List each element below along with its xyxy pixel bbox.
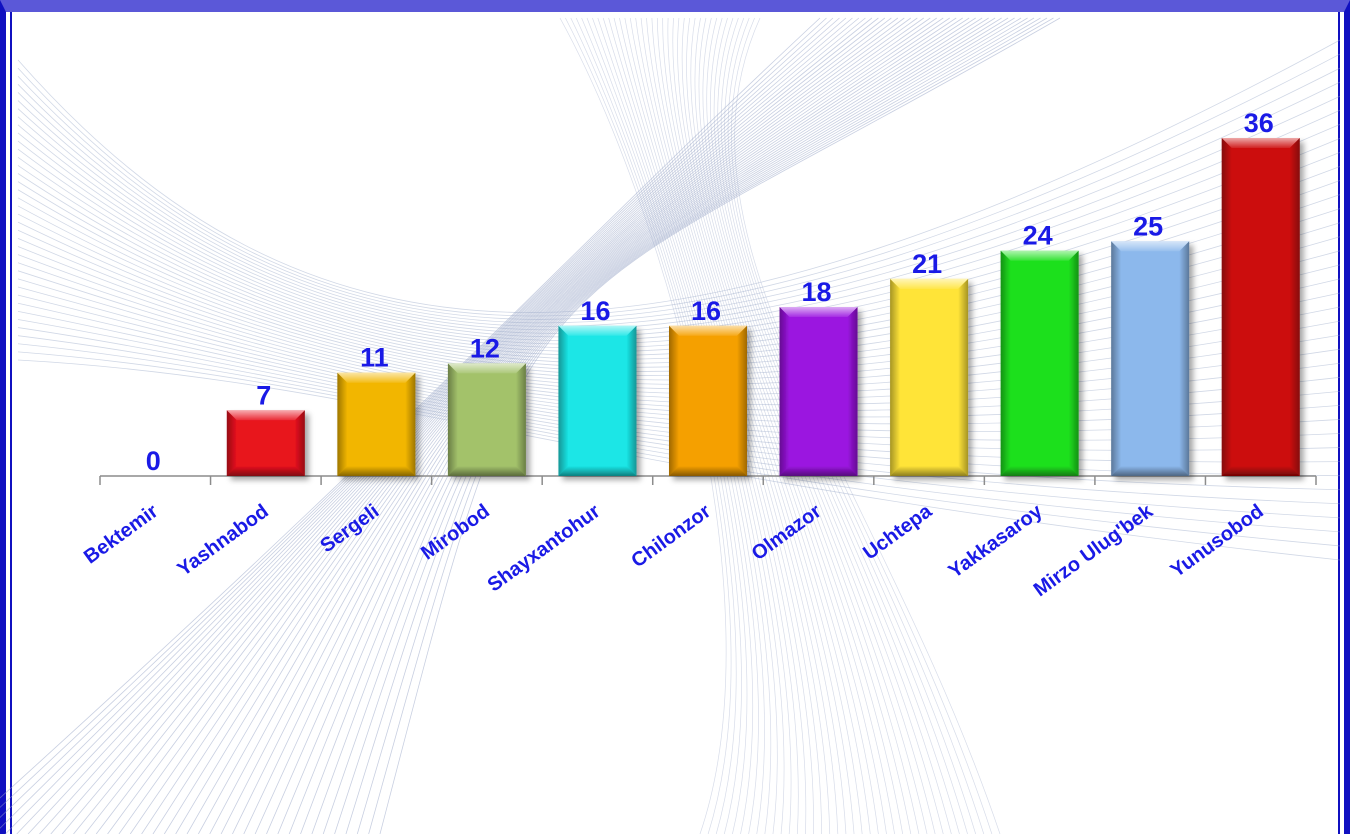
bar-chilonzor <box>669 325 747 476</box>
background-curve <box>39 17 866 834</box>
background-curve <box>698 17 920 834</box>
background-curve <box>0 17 821 799</box>
category-label: Yashnabod <box>174 500 273 581</box>
background-curve <box>73 17 886 834</box>
background-curve <box>706 17 936 834</box>
background-curve <box>667 17 863 834</box>
background-curve <box>175 17 944 834</box>
background-curve <box>0 17 840 829</box>
value-label: 21 <box>912 249 942 279</box>
category-label: Shayxantohur <box>484 500 605 596</box>
background-curve <box>322 17 1028 834</box>
category-label: Yunusobod <box>1167 500 1268 582</box>
background-curve <box>118 17 912 834</box>
background-curve <box>27 17 860 834</box>
background-curve <box>129 17 918 834</box>
bar-sergeli <box>337 372 416 476</box>
background-curve <box>694 17 912 834</box>
background-curve <box>311 17 1022 834</box>
value-labels-group: 0 7 11 12 16 16 18 21 24 25 36 <box>146 108 1274 476</box>
background-curve <box>50 17 873 834</box>
background-curve <box>368 17 1054 834</box>
background-curve <box>334 17 1035 834</box>
value-label: 16 <box>691 296 721 326</box>
background-curve <box>17 116 1341 338</box>
background-curve <box>277 17 1002 834</box>
background-curve <box>5 17 847 834</box>
background-curve <box>16 17 853 834</box>
bar-yashnabod <box>226 410 305 476</box>
background-curve <box>690 17 904 834</box>
category-label: Yakkasaroy <box>945 500 1048 583</box>
category-label: Bektemir <box>80 500 162 568</box>
background-curve <box>686 17 895 834</box>
bar-uchtepa <box>890 278 969 476</box>
value-label: 18 <box>802 277 832 307</box>
background-curve <box>254 17 989 834</box>
value-label: 24 <box>1023 221 1053 251</box>
background-curve <box>141 17 925 834</box>
bar-olmazor <box>779 307 858 476</box>
background-curve <box>17 335 1341 519</box>
background-curve <box>356 17 1048 834</box>
background-curve <box>300 17 1015 834</box>
background-curve <box>95 17 899 834</box>
background-curve <box>677 17 879 834</box>
background-curve <box>672 17 871 834</box>
background-curve <box>17 319 1341 491</box>
background-curve <box>681 17 887 834</box>
background-curve <box>17 359 1341 561</box>
value-label: 7 <box>256 380 271 410</box>
background-curve <box>152 17 931 834</box>
background-curve <box>17 351 1341 547</box>
value-label: 36 <box>1244 108 1274 138</box>
value-label: 12 <box>470 333 500 363</box>
background-curve <box>84 17 892 834</box>
background-curve <box>17 343 1341 533</box>
background-curve <box>17 327 1341 505</box>
background-curve <box>0 17 827 808</box>
value-label: 16 <box>580 296 610 326</box>
category-label: Chilonzor <box>627 500 715 572</box>
background-curve <box>61 17 879 834</box>
background-curve <box>266 17 996 834</box>
background-curve <box>662 17 855 834</box>
value-label: 25 <box>1133 211 1163 241</box>
background-curve <box>288 17 1009 834</box>
background-curve <box>345 17 1041 834</box>
bar-yunusobod <box>1221 138 1300 476</box>
x-axis-ticks <box>99 476 1317 485</box>
value-label: 0 <box>146 446 161 476</box>
background-curve <box>186 17 950 834</box>
background-curve <box>710 17 944 834</box>
bar-mirzo-ulug-bek <box>1111 241 1190 476</box>
bar-mirobod <box>447 363 526 476</box>
background-curve <box>209 17 963 834</box>
background-curve <box>17 39 1341 313</box>
bar-shayxantohur <box>558 325 637 476</box>
background-curve <box>232 17 976 834</box>
value-label: 11 <box>360 343 389 373</box>
bar-yakkasaroy <box>1000 250 1079 476</box>
background-curve <box>220 17 970 834</box>
bars-group <box>226 138 1300 476</box>
background-curve <box>702 17 928 834</box>
background-curve <box>163 17 937 834</box>
background-curve <box>379 17 1061 834</box>
background-curve <box>198 17 957 834</box>
background-curve <box>0 17 834 818</box>
background-curve <box>107 17 905 834</box>
background-curve <box>243 17 983 834</box>
